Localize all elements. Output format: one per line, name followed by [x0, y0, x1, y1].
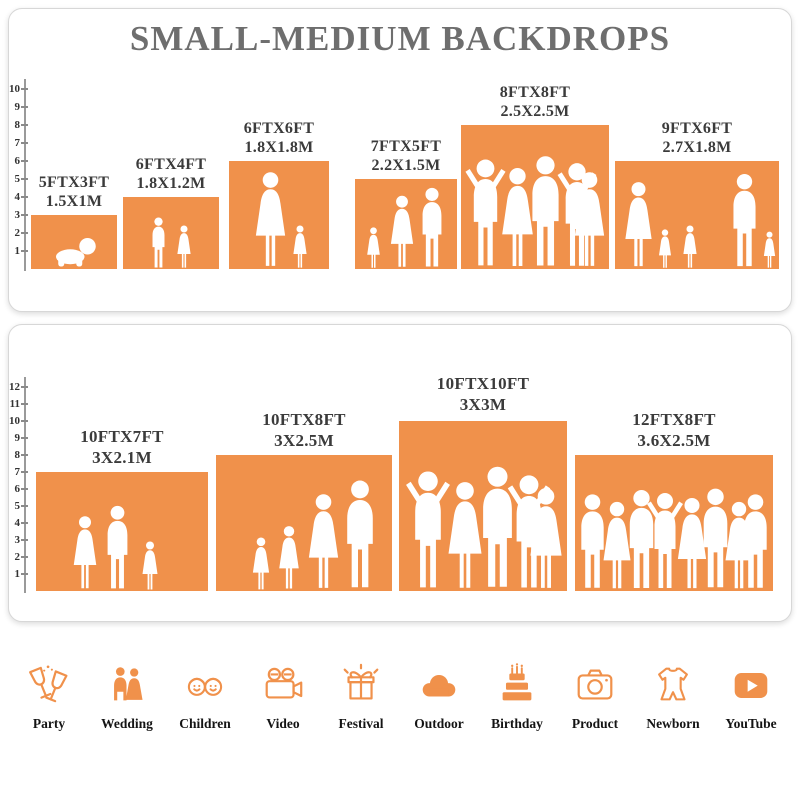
category-row: Party Wedding: [10, 662, 790, 732]
backdrop-bar-7x5: [355, 179, 457, 269]
backdrop-bar-6x6: [229, 161, 329, 269]
ruler-number: 9: [9, 100, 28, 114]
ruler-number: 4: [9, 190, 28, 204]
party-icon: [29, 665, 68, 703]
category-item-video: Video: [244, 662, 322, 732]
ruler-number: 3: [9, 533, 28, 547]
category-label: Wedding: [101, 716, 153, 731]
bar-size-label: 10FTX7FT 3X2.1M: [80, 427, 164, 467]
category-item-outdoor: Outdoor: [400, 662, 478, 732]
ruler-number: 9: [9, 431, 28, 445]
category-item-children: Children: [166, 662, 244, 732]
video-icon: [265, 667, 303, 699]
backdrop-bar-9x6: [615, 161, 779, 269]
family-silhouettes: [367, 187, 442, 268]
backdrop-bar-10x10: [399, 421, 567, 591]
bar-size-label: 12FTX8FT 3.6X2.5M: [632, 410, 716, 450]
ruler-number: 10: [9, 83, 28, 95]
family-silhouettes: [625, 173, 776, 268]
bar-size-label: 8FTX8FT 2.5X2.5M: [499, 84, 571, 120]
page-title: SMALL-MEDIUM BACKDROPS: [129, 19, 671, 58]
group-silhouettes: [465, 156, 605, 266]
ruler-number: 10: [9, 415, 28, 427]
bar-size-label: 7FTX5FT 2.2X1.5M: [370, 138, 442, 174]
category-item-product: Product: [556, 662, 634, 732]
category-label: Product: [571, 716, 619, 731]
category-label: Children: [179, 716, 231, 731]
product-icon: [577, 669, 613, 700]
category-item-newborn: Newborn: [634, 662, 712, 732]
ruler-number: 3: [9, 208, 28, 222]
ruler-number: 2: [9, 550, 28, 564]
ruler-number: 1: [9, 244, 28, 258]
small-medium-panel: SMALL-MEDIUM BACKDROPS 1 2 3 4 5 6 7 8 9…: [8, 8, 792, 312]
family-silhouettes: [252, 480, 373, 590]
backdrop-bar-5x3: [31, 215, 117, 269]
ruler-number: 1: [9, 567, 28, 581]
ruler-number: 12: [9, 381, 28, 393]
youtube-icon: [734, 673, 768, 698]
category-label: Birthday: [491, 716, 543, 731]
backdrop-bar-12x8: [575, 455, 773, 591]
bar-size-label: 10FTX10FT 3X3M: [436, 374, 530, 414]
ruler-number: 2: [9, 226, 28, 240]
backdrop-bar-8x8: [461, 125, 609, 269]
bar-size-label: 5FTX3FT 1.5X1M: [38, 174, 110, 210]
children-icon: [187, 677, 223, 696]
wedding-icon: [114, 667, 143, 701]
children-silhouettes: [152, 217, 191, 268]
ruler-axis: [24, 377, 26, 593]
family-silhouettes: [73, 505, 158, 590]
category-label: Video: [266, 716, 300, 731]
category-item-youtube: YouTube: [712, 662, 790, 732]
category-item-festival: Festival: [322, 662, 400, 732]
ruler-number: 11: [9, 398, 28, 410]
ruler-number: 6: [9, 154, 28, 168]
crawling-baby-silhouette: [56, 238, 96, 267]
newborn-icon: [658, 667, 688, 701]
category-item-wedding: Wedding: [88, 662, 166, 732]
bar-size-label: 9FTX6FT 2.7X1.8M: [661, 120, 733, 156]
category-label: YouTube: [725, 716, 777, 731]
ruler-number: 5: [9, 172, 28, 186]
ruler-number: 7: [9, 465, 28, 479]
category-label: Festival: [338, 716, 384, 731]
outdoor-icon: [422, 674, 456, 697]
ruler-number: 6: [9, 482, 28, 496]
category-label: Newborn: [646, 716, 700, 731]
festival-icon: [343, 663, 379, 700]
ruler-number: 5: [9, 499, 28, 513]
category-item-party: Party: [10, 662, 88, 732]
backdrop-bar-6x4: [123, 197, 219, 269]
category-label: Party: [32, 716, 66, 731]
birthday-icon: [502, 663, 532, 701]
large-backdrops-panel: 1 2 3 4 5 6 7 8 9 10 11 12 10FTX7FT 3X2.…: [8, 324, 792, 622]
ruler-number: 8: [9, 448, 28, 462]
ruler-number: 8: [9, 118, 28, 132]
bar-size-label: 6FTX4FT 1.8X1.2M: [135, 156, 207, 192]
bar-size-label: 10FTX8FT 3X2.5M: [262, 410, 346, 450]
ruler-number: 4: [9, 516, 28, 530]
backdrop-bar-10x7: [36, 472, 208, 591]
category-label: Outdoor: [414, 716, 464, 731]
bar-size-label: 6FTX6FT 1.8X1.8M: [243, 120, 315, 156]
category-item-birthday: Birthday: [478, 662, 556, 732]
ruler-axis: [24, 79, 26, 271]
group-silhouettes: [406, 466, 562, 588]
ruler-number: 7: [9, 136, 28, 150]
backdrop-bar-10x8: [216, 455, 392, 591]
crowd-silhouettes: [581, 488, 767, 589]
mother-child-silhouettes: [255, 172, 307, 268]
